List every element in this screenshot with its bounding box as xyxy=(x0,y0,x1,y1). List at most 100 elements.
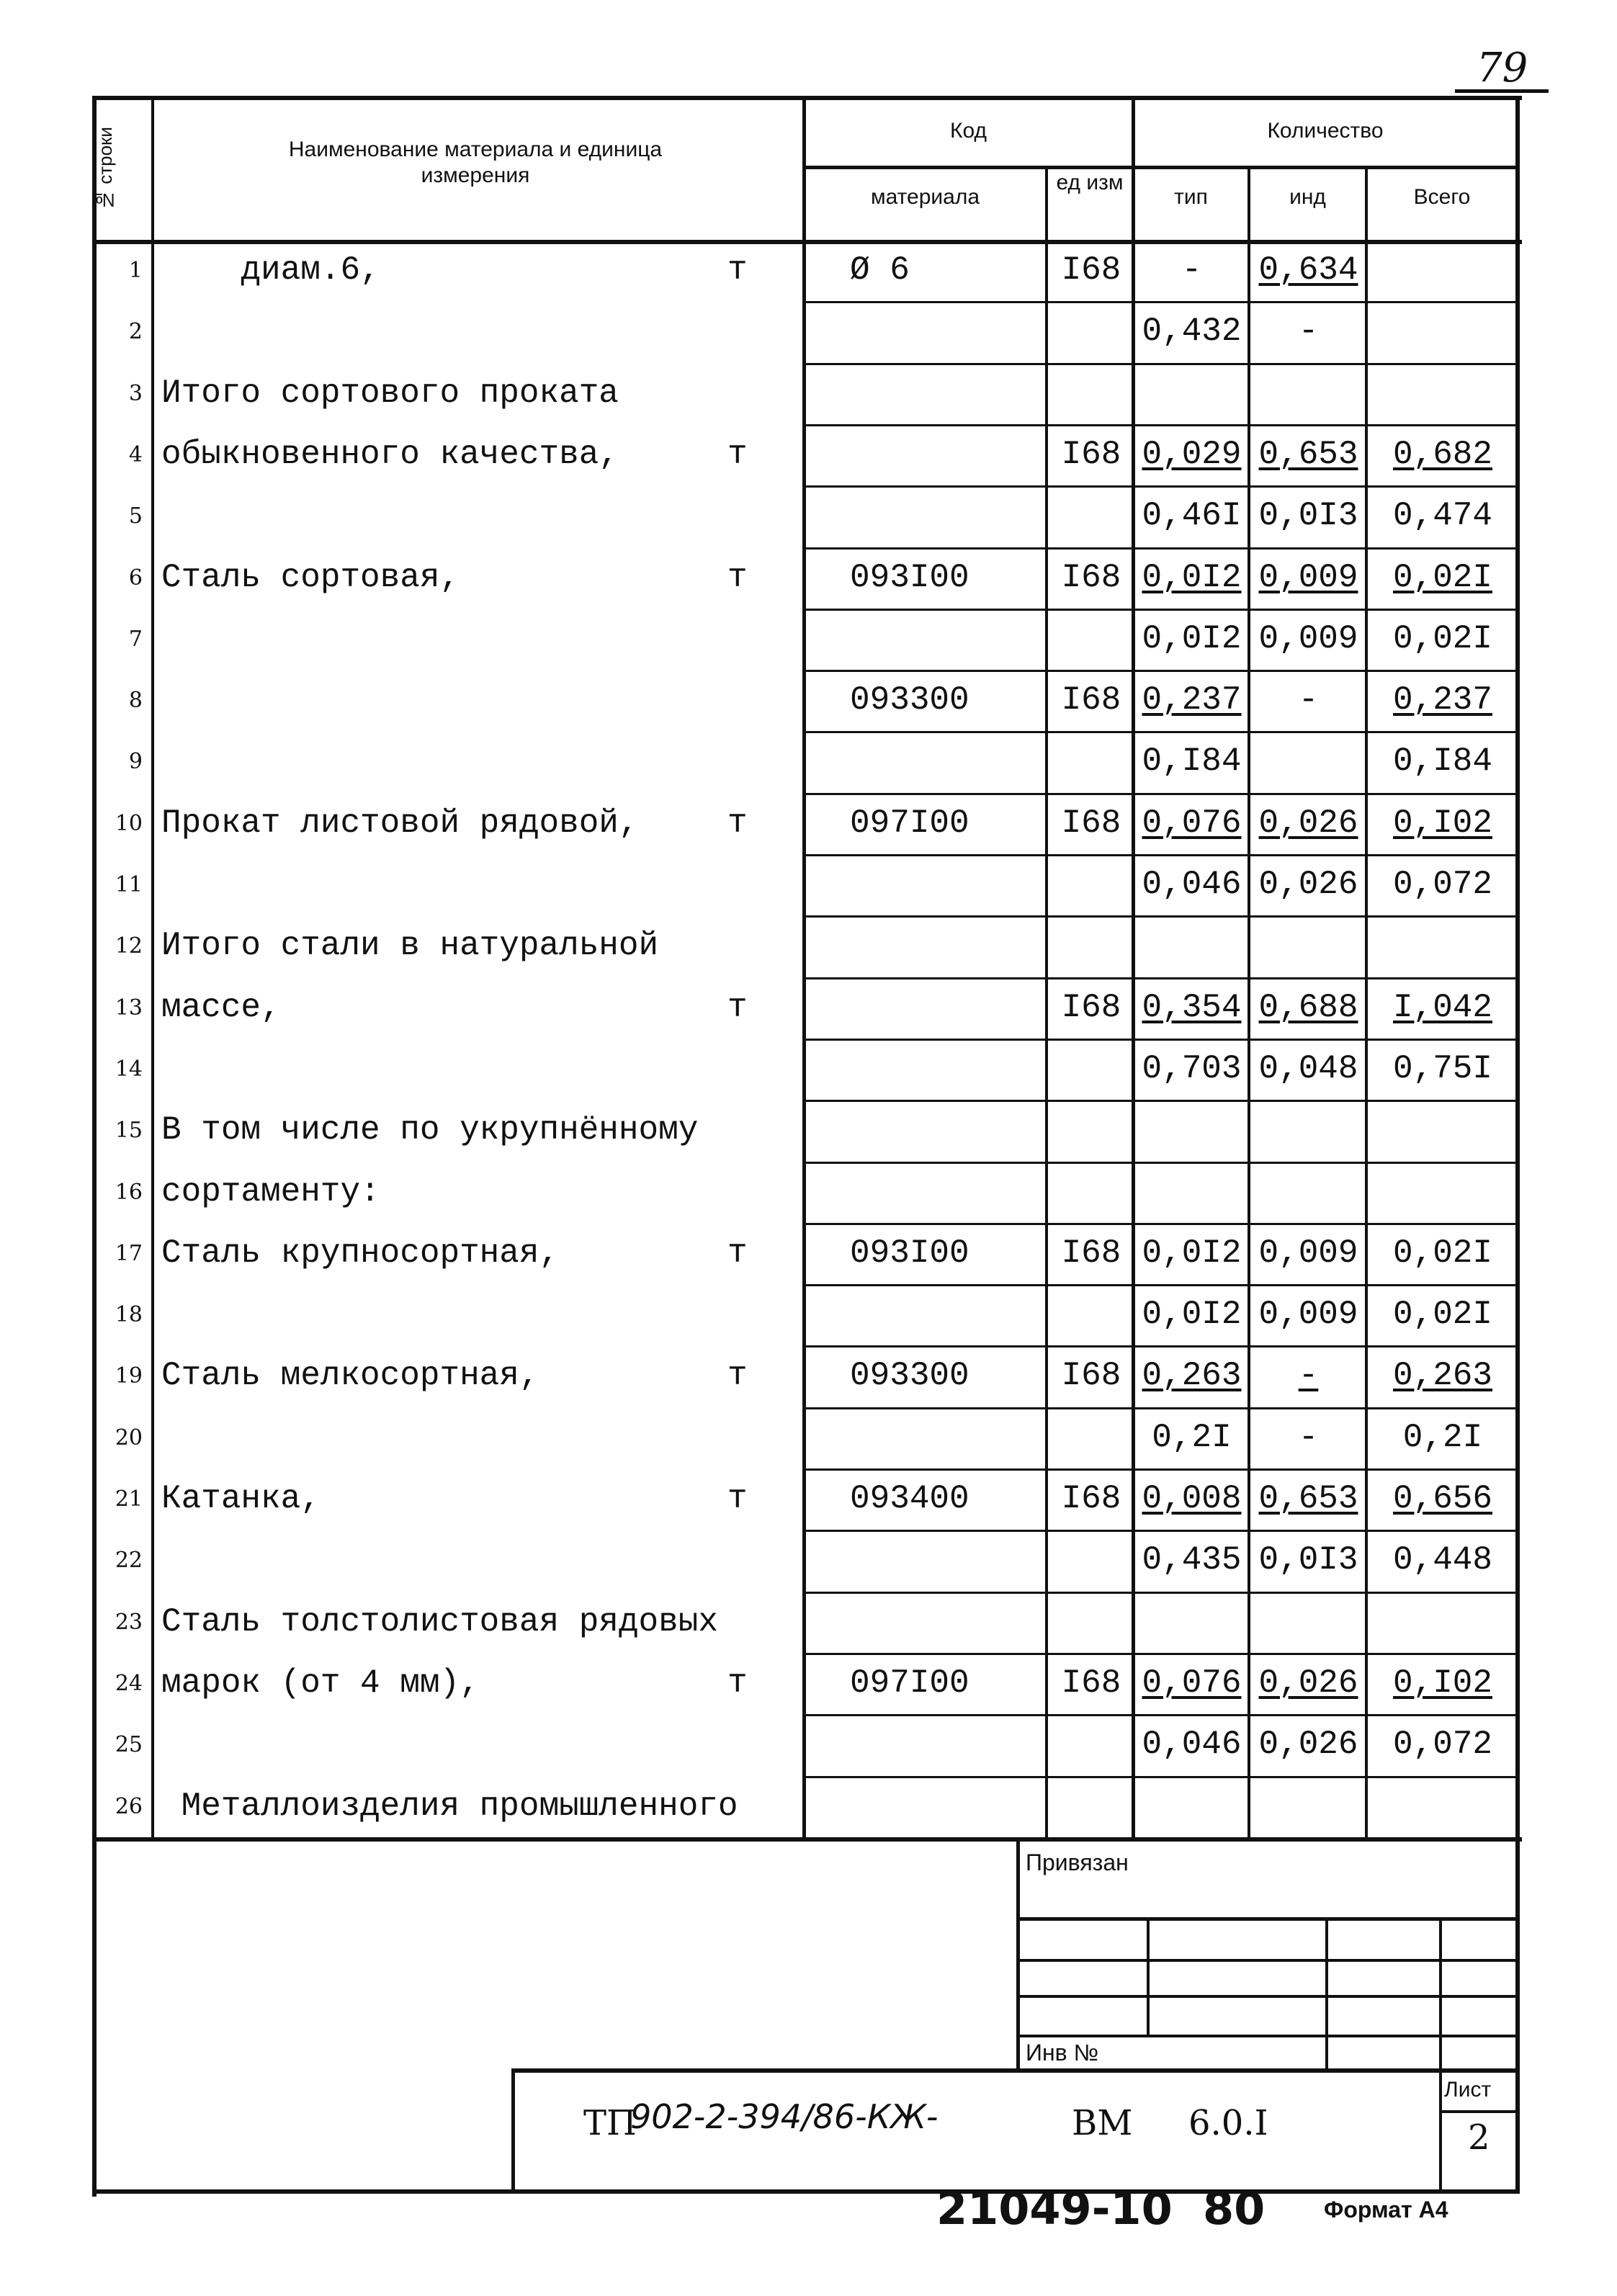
table-rule xyxy=(804,166,1518,169)
table-rule xyxy=(804,1775,1518,1778)
table-rule xyxy=(1439,1917,1442,2072)
ind-cell: 0,009 xyxy=(1258,1234,1358,1272)
total-cell: 0,237 xyxy=(1392,681,1493,719)
unit-cell: I68 xyxy=(1061,681,1121,719)
table-rule xyxy=(804,485,1518,488)
row-number: 8 xyxy=(128,688,143,714)
tip-cell: 0,2I xyxy=(1152,1418,1232,1456)
table-rule xyxy=(804,301,1518,304)
table-rule xyxy=(804,1222,1518,1225)
total-cell: 0,75I xyxy=(1392,1049,1493,1088)
table-rule xyxy=(92,96,1522,100)
table-rule xyxy=(804,1345,1518,1348)
unit-letter: т xyxy=(727,1480,748,1517)
inv-label: Инв № xyxy=(1026,2040,1098,2066)
total-cell: 0,072 xyxy=(1392,1726,1493,1764)
ind-cell: 0,009 xyxy=(1258,619,1358,658)
ind-cell: 0,688 xyxy=(1258,988,1358,1026)
unit-letter: т xyxy=(727,988,748,1026)
table-rule xyxy=(1016,1959,1518,1962)
table-rule xyxy=(804,1591,1518,1594)
row-number: 4 xyxy=(128,441,143,467)
attached-label: Привязан xyxy=(1026,1849,1129,1875)
ind-cell: 0,026 xyxy=(1258,1664,1358,1702)
tip-cell: 0,46I xyxy=(1142,497,1242,535)
doc-section: 6.0.I xyxy=(1188,2103,1268,2143)
code-cell: 093I00 xyxy=(850,558,969,596)
material-name: массе, xyxy=(161,988,281,1026)
sheet-number: 2 xyxy=(1468,2117,1490,2158)
table-rule xyxy=(804,1100,1518,1103)
header-quantity: Количество xyxy=(1267,119,1384,143)
table-rule xyxy=(804,670,1518,673)
row-number: 25 xyxy=(115,1732,143,1758)
ind-cell: - xyxy=(1298,681,1319,719)
table-rule xyxy=(804,1468,1518,1471)
table-rule xyxy=(804,854,1518,856)
header-unit: ед изм xyxy=(1056,171,1124,194)
row-number: 10 xyxy=(115,810,143,836)
tip-cell: 0,076 xyxy=(1142,804,1242,842)
table-rule xyxy=(511,2068,515,2191)
row-number: 11 xyxy=(115,872,143,897)
table-rule xyxy=(1045,166,1048,1837)
doc-type: ВМ xyxy=(1072,2103,1133,2143)
header-material: материала xyxy=(870,185,980,209)
unit-cell: I68 xyxy=(1061,804,1121,842)
total-cell: 0,02I xyxy=(1392,558,1493,596)
code-cell: 093300 xyxy=(850,681,969,719)
total-cell: 0,02I xyxy=(1392,1234,1493,1272)
material-name: Итого стали в натуральной xyxy=(161,927,659,965)
table-rule xyxy=(1515,96,1520,2072)
table-rule xyxy=(1515,2068,1520,2191)
row-number: 16 xyxy=(115,1179,143,1205)
ind-cell: 0,026 xyxy=(1258,866,1358,903)
material-name: Сталь толстолистовая рядовых xyxy=(161,1602,718,1641)
tip-cell: 0,703 xyxy=(1142,1049,1242,1088)
ind-cell: 0,653 xyxy=(1258,1480,1358,1517)
table-rule xyxy=(1439,2068,1442,2189)
unit-cell: I68 xyxy=(1061,1480,1121,1517)
row-number: 9 xyxy=(128,749,143,775)
header-ind: инд xyxy=(1289,185,1326,209)
table-rule xyxy=(1016,2035,1518,2037)
unit-cell: I68 xyxy=(1061,251,1121,289)
total-cell: 0,474 xyxy=(1392,497,1493,535)
total-cell: 0,I02 xyxy=(1392,1664,1493,1702)
row-number: 5 xyxy=(128,503,143,529)
header-name: Наименование материала и единица измерен… xyxy=(288,138,663,187)
material-name: сортаменту: xyxy=(161,1172,380,1211)
material-name: обыкновенного качества, xyxy=(161,435,619,473)
ind-cell: - xyxy=(1298,1418,1319,1456)
code-cell: 093400 xyxy=(850,1480,969,1517)
tip-cell: 0,046 xyxy=(1142,1726,1242,1764)
header-total: Всего xyxy=(1413,185,1471,209)
table-rule xyxy=(1016,1837,1020,2072)
unit-letter: т xyxy=(727,1234,748,1272)
table-rule xyxy=(1325,1917,1328,2072)
table-rule xyxy=(1439,2110,1518,2113)
total-cell: 0,2I xyxy=(1402,1418,1483,1456)
code-cell: 093300 xyxy=(850,1357,969,1395)
total-cell: 0,448 xyxy=(1392,1541,1493,1579)
row-number: 19 xyxy=(115,1363,143,1389)
unit-cell: I68 xyxy=(1061,1664,1121,1702)
unit-letter: т xyxy=(727,1664,748,1702)
table-rule xyxy=(804,1161,1518,1164)
table-rule xyxy=(511,2068,1520,2073)
total-cell: 0,263 xyxy=(1392,1357,1493,1395)
total-cell: I,042 xyxy=(1392,988,1493,1026)
row-number: 22 xyxy=(115,1548,143,1574)
table-rule xyxy=(804,423,1518,426)
row-number: 7 xyxy=(128,626,143,652)
row-number: 3 xyxy=(128,380,143,406)
table-rule xyxy=(804,1652,1518,1655)
unit-cell: I68 xyxy=(1061,435,1121,473)
tip-cell: 0,432 xyxy=(1142,313,1242,351)
unit-cell: I68 xyxy=(1061,1357,1121,1395)
total-cell: 0,656 xyxy=(1392,1480,1493,1517)
table-rule xyxy=(804,977,1518,979)
unit-cell: I68 xyxy=(1061,558,1121,596)
table-rule xyxy=(804,1284,1518,1287)
ind-cell: 0,026 xyxy=(1258,1726,1358,1764)
